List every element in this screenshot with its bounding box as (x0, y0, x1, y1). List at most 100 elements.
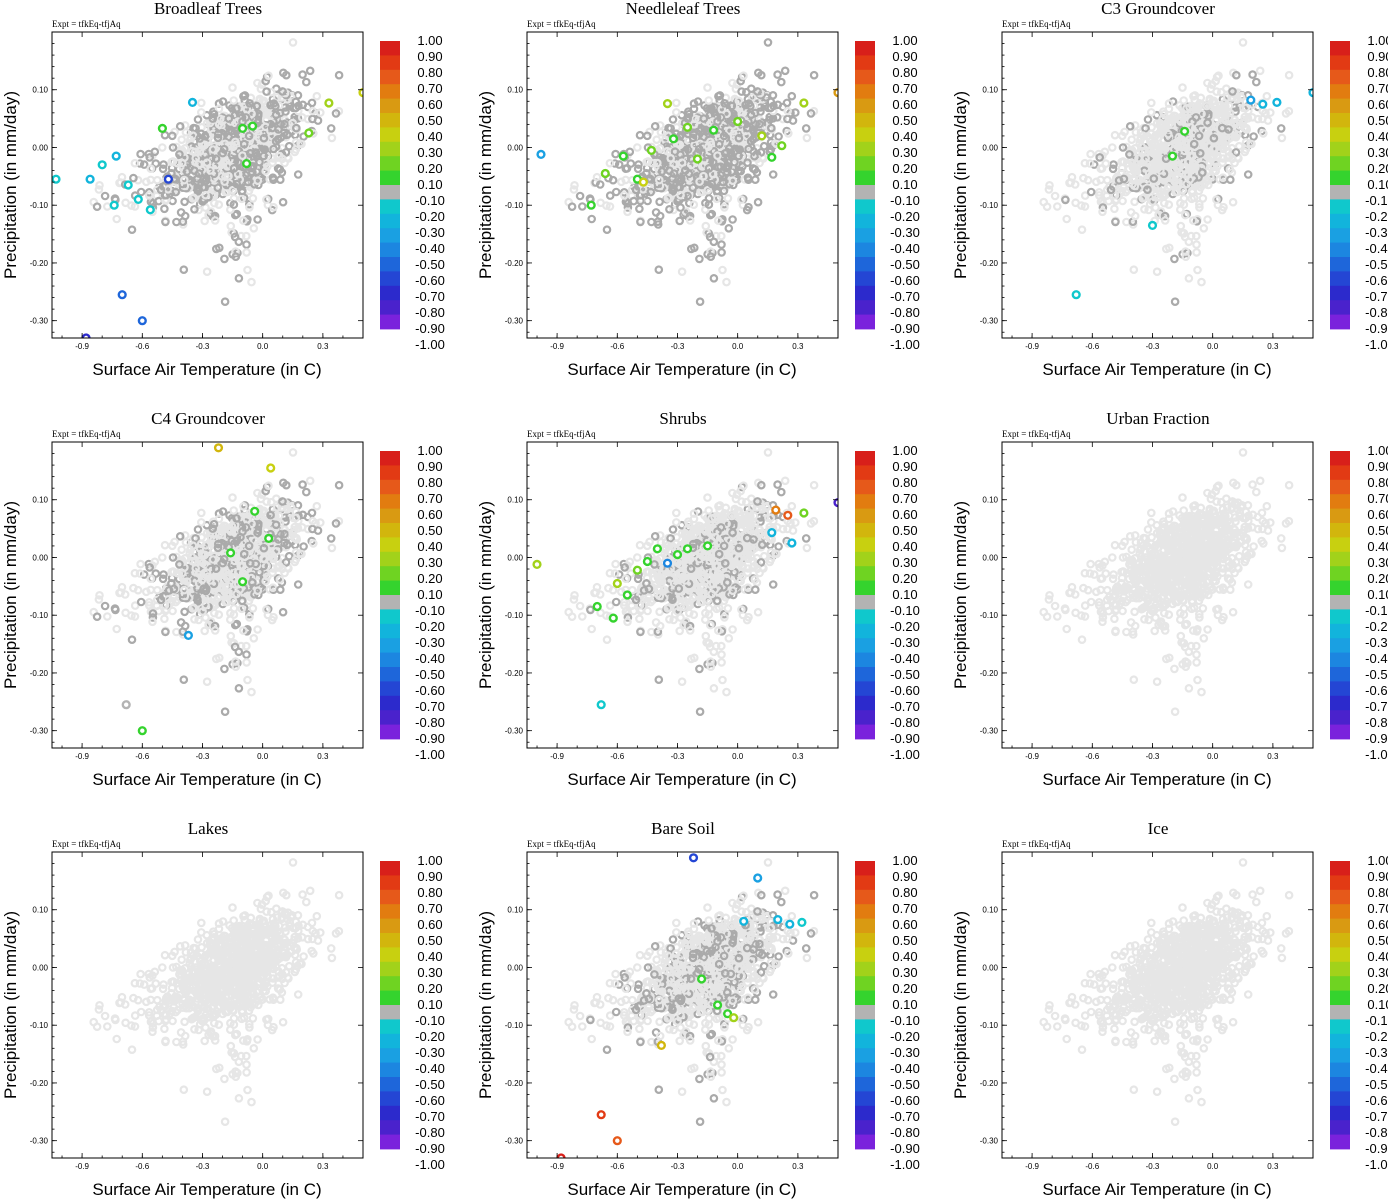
experiment-label: Expt = tfkEq-tfjAq (1002, 19, 1071, 29)
scatter-point (220, 177, 229, 186)
colorbar-label: 1.00 (417, 33, 442, 48)
colorbar-swatch (380, 580, 400, 596)
scatter-point (282, 540, 292, 550)
scatter-point (136, 597, 146, 607)
scatter-point (1086, 187, 1096, 197)
scatter-point (699, 171, 708, 181)
colorbar-swatch (380, 451, 400, 466)
scatter-point (181, 128, 191, 137)
scatter-point (1094, 191, 1104, 200)
scatter-point (100, 191, 110, 201)
scatter-point (677, 267, 687, 277)
scatter-point (307, 508, 317, 518)
scatter-point (704, 200, 714, 209)
scatter-point (707, 179, 717, 189)
scatter-point (1198, 168, 1207, 177)
scatter-point (263, 572, 272, 581)
colorbar-swatch (380, 228, 400, 243)
y-tick-label: 0.10 (507, 86, 523, 95)
scatter-point (327, 133, 337, 143)
scatter-point (127, 635, 137, 645)
scatter-point (247, 109, 256, 119)
scatter-point (1182, 179, 1192, 189)
scatter-point (220, 707, 230, 717)
y-tick-label: -0.10 (505, 201, 524, 210)
scatter-point (280, 119, 289, 129)
scatter-point (1233, 130, 1242, 140)
colorbar-label: -0.80 (415, 715, 445, 730)
scatter-point (247, 277, 256, 287)
scatter-point (199, 584, 209, 593)
scatter-point (1144, 169, 1154, 178)
scatter-point (224, 581, 233, 591)
colorbar-label: -0.80 (890, 305, 920, 320)
scatter-point (704, 142, 713, 152)
scatter-point (806, 109, 816, 118)
scatter-point (224, 524, 234, 533)
scatter-point (208, 555, 218, 564)
scatter-point (191, 124, 200, 133)
colorbar-swatch (855, 156, 875, 171)
scatter-point (209, 519, 219, 529)
colorbar-label: 0.60 (417, 97, 442, 112)
scatter-point (331, 519, 341, 528)
highlighted-point (81, 333, 91, 338)
scatter-point (249, 633, 259, 643)
colorbar-label: -0.40 (890, 241, 920, 256)
y-axis-label: Precipitation (in mm/day) (476, 91, 495, 279)
scatter-point (284, 141, 294, 151)
colorbar-swatch (380, 199, 400, 215)
scatter-point (709, 273, 719, 283)
scatter-point (171, 597, 181, 607)
scatter-point (164, 586, 174, 595)
colorbar-swatch (855, 84, 875, 99)
scatter-point (159, 160, 168, 169)
scatter-point (212, 244, 221, 254)
colorbar-swatch (380, 465, 400, 481)
scatter-point (1152, 267, 1162, 277)
scatter-point (252, 101, 262, 111)
colorbar-label: -0.60 (1365, 273, 1388, 288)
scatter-point (232, 589, 242, 599)
colorbar-label: -0.50 (1365, 257, 1388, 272)
panel-title: Broadleaf Trees (154, 0, 262, 18)
scatter-point (242, 217, 252, 226)
scatter-point (228, 493, 237, 502)
x-tick-label: -0.9 (1025, 342, 1039, 351)
scatter-point (1170, 254, 1179, 264)
scatter-point (242, 240, 251, 249)
colorbar-swatch (1330, 141, 1350, 157)
colorbar-swatch (1330, 127, 1350, 143)
scatter-point (1192, 240, 1201, 249)
scatter-point (1216, 100, 1225, 110)
scatter-point (177, 545, 187, 555)
scatter-point (1106, 185, 1116, 195)
scatter-point (242, 231, 251, 241)
colorbar-label: 0.90 (1367, 49, 1388, 64)
scatter-point (305, 476, 315, 486)
scatter-point (750, 151, 759, 161)
scatter-point (202, 677, 212, 687)
scatter-point (1138, 131, 1148, 141)
scatter-point (1195, 199, 1204, 209)
scatter-point (1109, 160, 1118, 169)
scatter-point (253, 176, 263, 186)
scatter-point (148, 613, 158, 622)
scatter-point (705, 232, 715, 242)
points (1039, 38, 1313, 307)
scatter-point (728, 215, 737, 224)
colorbar-label: 0.60 (417, 507, 442, 522)
colorbar-swatch (380, 566, 400, 581)
colorbar-label: -0.70 (415, 289, 445, 304)
scatter-point (244, 541, 254, 551)
scatter-point (1125, 150, 1134, 159)
scatter-point (298, 510, 308, 520)
scatter-point (130, 202, 140, 211)
scatter-point (1225, 151, 1234, 161)
y-tick-label: 0.10 (982, 86, 998, 95)
scatter-point (1156, 207, 1166, 216)
scatter-point (175, 531, 185, 541)
y-tick-label: 0.10 (32, 496, 48, 505)
scatter-point (245, 609, 254, 619)
scatter-point (308, 524, 317, 534)
